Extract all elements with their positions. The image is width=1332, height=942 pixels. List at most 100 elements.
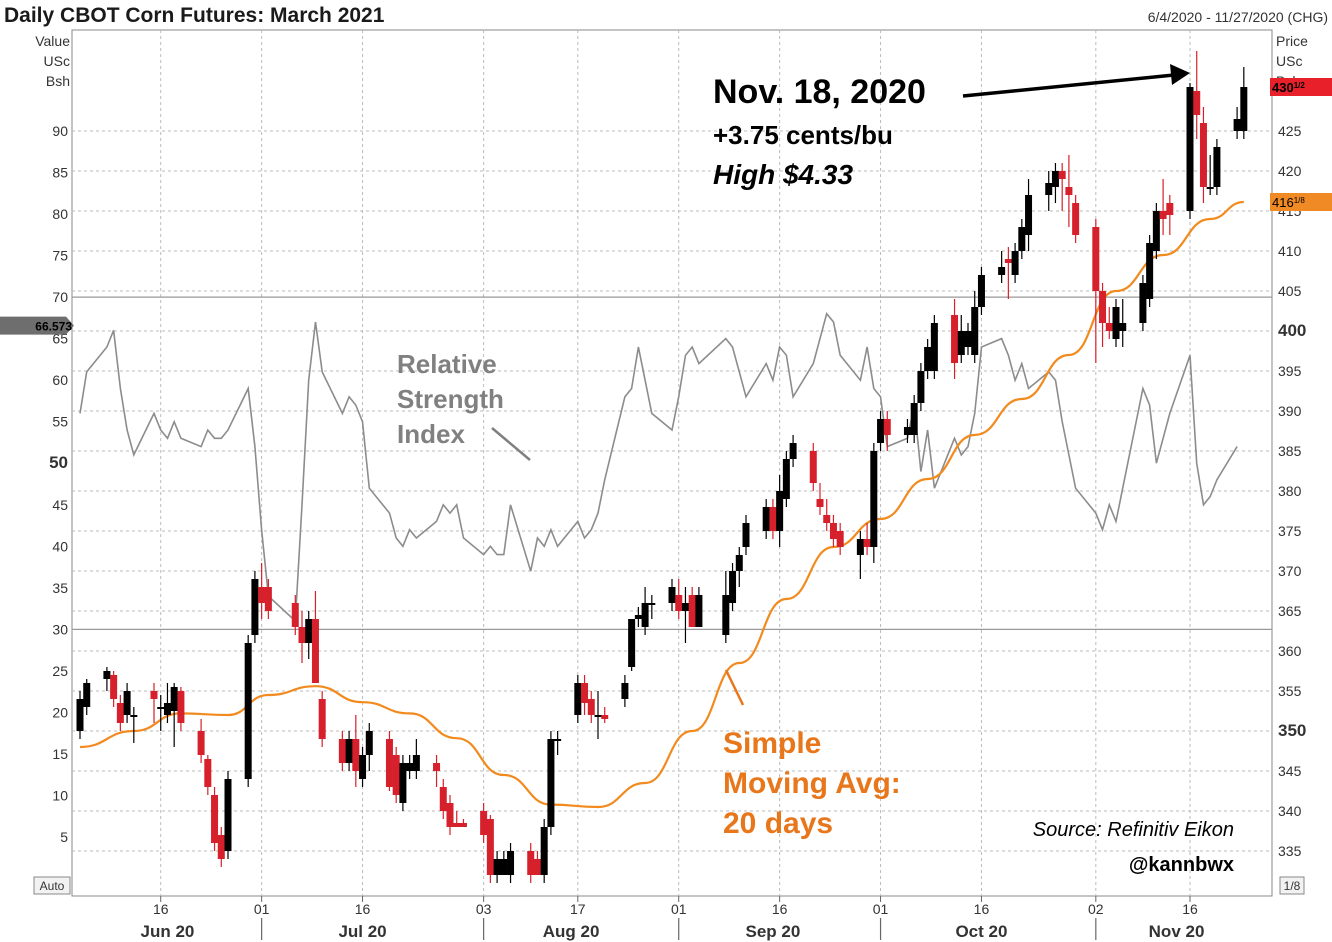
candle-body <box>110 675 118 699</box>
candle <box>1011 243 1019 283</box>
candle-body <box>681 603 689 611</box>
candle <box>110 671 118 707</box>
candle <box>163 683 171 723</box>
left-tick-label: 85 <box>52 165 68 181</box>
sma-marker-fraction: 1/8 <box>1294 196 1306 205</box>
candle-body <box>1025 195 1033 235</box>
candle <box>883 411 891 451</box>
candle <box>1045 171 1053 211</box>
auto-scale-box[interactable] <box>33 876 71 895</box>
x-month-label: Aug 20 <box>543 922 600 941</box>
candle <box>1051 163 1059 203</box>
candle <box>1105 307 1113 339</box>
source-text: Source: Refinitiv Eikon <box>1033 819 1234 841</box>
candle-body <box>1240 87 1248 131</box>
candle <box>809 443 817 491</box>
candle-body <box>742 523 750 547</box>
candle <box>291 595 299 635</box>
candle <box>998 251 1006 283</box>
candle <box>1099 283 1107 347</box>
candle <box>224 771 232 859</box>
candle <box>977 267 985 315</box>
left-tick-label: 90 <box>52 123 68 139</box>
candle-body <box>123 691 131 715</box>
candle-body <box>964 331 972 347</box>
right-axis-title-2: USc <box>1276 53 1302 69</box>
candle-body <box>856 539 864 555</box>
x-day-label: 16 <box>153 901 169 917</box>
candle <box>910 395 918 443</box>
candle-body <box>789 443 797 459</box>
candle <box>298 611 306 663</box>
candle <box>823 499 831 531</box>
right-tick-label: 345 <box>1278 763 1302 779</box>
candle-body <box>1146 243 1154 299</box>
candle-body <box>1051 171 1059 187</box>
candle-body <box>809 451 817 483</box>
candle-body <box>264 587 272 611</box>
candle-body <box>769 507 777 531</box>
scale-fraction-box[interactable] <box>1279 876 1305 895</box>
sma-marker-whole: 416 <box>1272 195 1294 210</box>
candle-body <box>311 619 319 683</box>
candle <box>1004 247 1012 299</box>
candle-body <box>177 691 185 723</box>
left-tick-label: 45 <box>52 497 68 513</box>
x-month-label: Sep 20 <box>746 922 801 941</box>
candle <box>870 443 878 563</box>
candle <box>392 747 400 803</box>
candle-body <box>1105 323 1113 331</box>
candle <box>1065 155 1073 227</box>
candle-body <box>951 315 959 363</box>
candle <box>1193 51 1201 139</box>
candle <box>500 851 508 875</box>
candle-body <box>971 307 979 355</box>
candle-body <box>930 323 938 371</box>
candle <box>197 719 205 763</box>
last-price-marker: 4301/2 <box>1270 78 1332 96</box>
candle <box>634 607 642 627</box>
candle-body <box>1159 211 1167 219</box>
candle <box>769 499 777 539</box>
x-day-label: 03 <box>476 901 492 917</box>
candle-body <box>345 739 353 763</box>
rsi-current-marker: 66.573 <box>0 316 74 335</box>
left-tick-label: 20 <box>52 704 68 720</box>
sma-marker-value: 4161/8 <box>1272 195 1305 210</box>
candle-body <box>668 587 676 603</box>
candle-body <box>130 715 138 717</box>
candle <box>742 515 750 555</box>
x-day-label: 16 <box>974 901 990 917</box>
rsi-label-1: Relative <box>397 349 497 379</box>
rsi-label-3: Index <box>397 419 465 449</box>
candle-body <box>1152 211 1160 251</box>
x-month-label: Jul 20 <box>338 922 386 941</box>
left-tick-label: 40 <box>52 538 68 554</box>
candle-body <box>527 851 535 875</box>
candle <box>581 675 589 715</box>
candle <box>527 843 535 883</box>
candle <box>170 683 178 747</box>
candle-body <box>439 787 447 811</box>
left-tick-label: 50 <box>49 453 68 472</box>
candle-body <box>688 595 696 627</box>
candle <box>836 523 844 555</box>
right-tick-label: 420 <box>1278 163 1302 179</box>
candle <box>554 731 562 755</box>
candle-body <box>1092 227 1100 291</box>
candle-body <box>116 703 124 723</box>
candle <box>1072 195 1080 243</box>
candle-body <box>217 835 225 859</box>
candle-body <box>1206 187 1214 189</box>
candle <box>453 811 461 827</box>
sma-line <box>79 200 1244 809</box>
candle <box>439 779 447 819</box>
candle-body <box>157 707 165 709</box>
candle <box>385 731 393 791</box>
candle-body <box>197 731 205 755</box>
candle <box>782 451 790 507</box>
candle-body <box>722 595 730 635</box>
right-tick-label: 400 <box>1278 321 1306 340</box>
left-tick-label: 30 <box>52 621 68 637</box>
